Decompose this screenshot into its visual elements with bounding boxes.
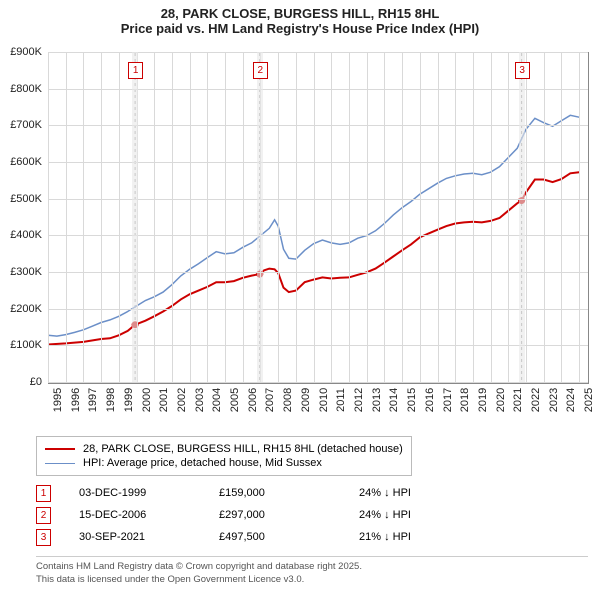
xtick-label: 2018 [459,388,471,412]
xtick-label: 2025 [583,388,595,412]
xtick-label: 1995 [52,388,64,412]
transaction-date-3: 30-SEP-2021 [79,531,219,543]
xtick-label: 2012 [353,388,365,412]
ytick-label: £300K [2,266,42,278]
transaction-delta-1: 24% ↓ HPI [359,487,411,499]
xtick-label: 2014 [388,388,400,412]
title-line-2: Price paid vs. HM Land Registry's House … [0,21,600,36]
xtick-label: 1999 [123,388,135,412]
xtick-label: 2010 [318,388,330,412]
footer-line-2: This data is licensed under the Open Gov… [36,574,588,586]
chart-container: 28, PARK CLOSE, BURGESS HILL, RH15 8HL P… [0,0,600,590]
ytick-label: £0 [2,376,42,388]
legend: 28, PARK CLOSE, BURGESS HILL, RH15 8HL (… [36,436,412,476]
xtick-label: 2006 [247,388,259,412]
ytick-label: £200K [2,303,42,315]
xtick-label: 2008 [282,388,294,412]
transaction-marker-3: 3 [36,529,51,546]
legend-row-hpi: HPI: Average price, detached house, Mid … [45,457,403,469]
legend-label-hpi: HPI: Average price, detached house, Mid … [83,457,322,469]
xtick-label: 2017 [442,388,454,412]
legend-row-price-paid: 28, PARK CLOSE, BURGESS HILL, RH15 8HL (… [45,443,403,455]
xtick-label: 1997 [87,388,99,412]
transaction-price-1: £159,000 [219,487,359,499]
transaction-marker-1: 1 [36,485,51,502]
ytick-label: £600K [2,156,42,168]
xtick-label: 2015 [406,388,418,412]
transaction-delta-2: 24% ↓ HPI [359,509,411,521]
xtick-label: 2022 [530,388,542,412]
transaction-date-2: 15-DEC-2006 [79,509,219,521]
legend-swatch-price-paid [45,448,75,450]
transaction-price-2: £297,000 [219,509,359,521]
xtick-label: 2000 [141,388,153,412]
title-line-1: 28, PARK CLOSE, BURGESS HILL, RH15 8HL [0,6,600,21]
transaction-price-3: £497,500 [219,531,359,543]
xtick-label: 2011 [335,388,347,412]
xtick-label: 2001 [158,388,170,412]
xtick-label: 2009 [300,388,312,412]
legend-swatch-hpi [45,463,75,464]
plot-area [48,52,589,384]
transaction-marker-2: 2 [36,507,51,524]
table-row: 1 03-DEC-1999 £159,000 24% ↓ HPI [36,482,411,504]
footer-attribution: Contains HM Land Registry data © Crown c… [36,556,588,586]
transactions-table: 1 03-DEC-1999 £159,000 24% ↓ HPI 2 15-DE… [36,482,411,548]
ytick-label: £900K [2,46,42,58]
xtick-label: 2023 [548,388,560,412]
xtick-label: 2004 [211,388,223,412]
xtick-label: 2002 [176,388,188,412]
title-block: 28, PARK CLOSE, BURGESS HILL, RH15 8HL P… [0,0,600,36]
ytick-label: £500K [2,193,42,205]
xtick-label: 1996 [70,388,82,412]
transaction-date-1: 03-DEC-1999 [79,487,219,499]
xtick-label: 2016 [424,388,436,412]
xtick-label: 2007 [264,388,276,412]
table-row: 2 15-DEC-2006 £297,000 24% ↓ HPI [36,504,411,526]
xtick-label: 2003 [194,388,206,412]
series-hpi [48,115,579,336]
xtick-label: 2013 [371,388,383,412]
ytick-label: £100K [2,339,42,351]
xtick-label: 2005 [229,388,241,412]
xtick-label: 2020 [495,388,507,412]
ytick-label: £800K [2,83,42,95]
legend-label-price-paid: 28, PARK CLOSE, BURGESS HILL, RH15 8HL (… [83,443,403,455]
line-plot-svg [48,53,588,383]
ytick-label: £400K [2,229,42,241]
sale-marker-box: 2 [253,62,268,79]
xtick-label: 2021 [512,388,524,412]
series-price_paid [48,172,579,344]
transaction-delta-3: 21% ↓ HPI [359,531,411,543]
footer-line-1: Contains HM Land Registry data © Crown c… [36,561,588,573]
xtick-label: 2019 [477,388,489,412]
table-row: 3 30-SEP-2021 £497,500 21% ↓ HPI [36,526,411,548]
sale-marker-box: 1 [128,62,143,79]
sale-marker-box: 3 [515,62,530,79]
ytick-label: £700K [2,119,42,131]
xtick-label: 2024 [565,388,577,412]
xtick-label: 1998 [105,388,117,412]
